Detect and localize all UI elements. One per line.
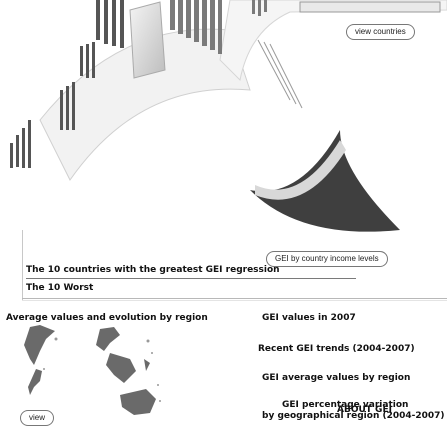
regions-section-title: Average values and evolution by region	[6, 313, 208, 323]
view-regions-button[interactable]: view	[20, 410, 55, 426]
gei-income-levels-button[interactable]: GEI by country income levels	[266, 251, 388, 267]
recent-gei-trends-link[interactable]: Recent GEI trends (2004-2007)	[258, 344, 415, 354]
gei-percentage-variation-link-line2[interactable]: by geographical region (2004-2007)	[262, 411, 445, 421]
divider	[26, 278, 356, 279]
gei-average-by-region-link[interactable]: GEI average values by region	[262, 373, 411, 383]
region-middle-east	[144, 359, 150, 371]
decorative-bar-art	[10, 0, 447, 232]
region-africa	[106, 353, 136, 383]
divider	[22, 298, 447, 299]
region-north-america	[24, 325, 55, 365]
about-gei-link[interactable]: ABOUT GEI	[337, 405, 392, 415]
region-oceania	[120, 389, 156, 415]
region-south-america	[28, 369, 42, 395]
best-countries-link[interactable]: The 10 countries with the greatest GEI r…	[26, 265, 280, 275]
worst-countries-link[interactable]: The 10 Worst	[26, 283, 94, 293]
gei-percentage-variation-link[interactable]: GEI percentage variation	[282, 400, 409, 410]
gei-values-2007-link[interactable]: GEI values in 2007	[262, 313, 356, 323]
view-countries-button[interactable]: view countries	[346, 24, 415, 40]
rankings-panel	[22, 230, 447, 300]
region-europe	[96, 327, 120, 351]
world-regions-map	[24, 325, 161, 415]
divider	[22, 300, 447, 301]
